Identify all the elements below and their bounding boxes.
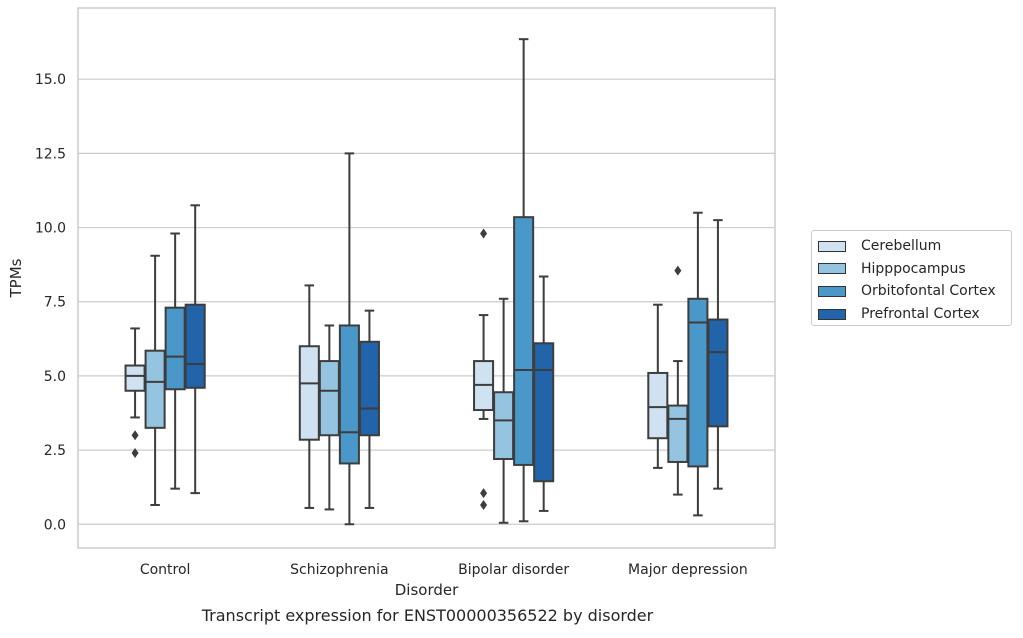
outlier-point (480, 499, 488, 510)
x-tick-label: Schizophrenia (290, 562, 388, 578)
box (647, 371, 669, 440)
y-tick-label: 12.5 (35, 146, 66, 162)
outlier-point (674, 265, 682, 276)
y-tick-label: 5.0 (44, 369, 66, 385)
box (707, 318, 729, 428)
outlier-point (480, 488, 488, 499)
legend-label: Cerebellum (861, 238, 942, 255)
legend-swatch-prefrontal (818, 308, 846, 320)
legend-swatch-cerebellum (818, 240, 846, 252)
y-axis-label: TPMs (7, 258, 25, 298)
box (144, 349, 166, 429)
box (184, 303, 206, 389)
legend: Cerebellum Hipppocampus Orbitofontal Cor… (811, 230, 1012, 326)
y-tick-label: 2.5 (44, 443, 66, 459)
legend-swatch-hippocampus (818, 263, 846, 275)
box (493, 391, 515, 460)
x-tick-label: Bipolar disorder (458, 562, 569, 578)
figure-caption: Transcript expression for ENST0000035652… (201, 606, 654, 625)
x-tick-label: Control (140, 562, 191, 578)
legend-item: Cerebellum (818, 235, 1011, 258)
x-tick-label: Major depression (628, 562, 748, 578)
box (338, 324, 360, 465)
outlier-point (131, 448, 139, 459)
box (318, 360, 340, 437)
box (164, 306, 186, 391)
box (358, 340, 380, 437)
y-tick-label: 0.0 (44, 517, 66, 533)
box (687, 297, 709, 468)
legend-swatch-orbitofrontal (818, 285, 846, 297)
y-tick-label: 15.0 (35, 72, 66, 88)
legend-label: Orbitofontal Cortex (861, 283, 996, 300)
legend-label: Prefrontal Cortex (861, 306, 980, 323)
x-axis-label: Disorder (395, 581, 459, 599)
legend-item: Hipppocampus (818, 258, 1011, 281)
box (667, 404, 689, 463)
box (298, 345, 320, 441)
y-tick-label: 10.0 (35, 221, 66, 237)
legend-item: Prefrontal Cortex (818, 303, 1011, 326)
box (533, 342, 555, 483)
y-tick-label: 7.5 (44, 295, 66, 311)
plot-frame (77, 7, 776, 549)
legend-label: Hipppocampus (861, 260, 966, 277)
box (513, 216, 535, 466)
box (124, 364, 146, 392)
legend-item: Orbitofontal Cortex (818, 280, 1011, 303)
outlier-point (480, 228, 488, 239)
outlier-point (131, 430, 139, 441)
